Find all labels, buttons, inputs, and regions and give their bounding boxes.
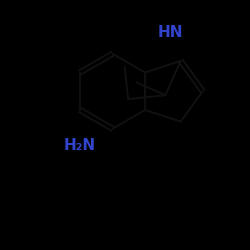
Text: H₂N: H₂N — [64, 138, 96, 152]
Text: HN: HN — [157, 25, 183, 40]
